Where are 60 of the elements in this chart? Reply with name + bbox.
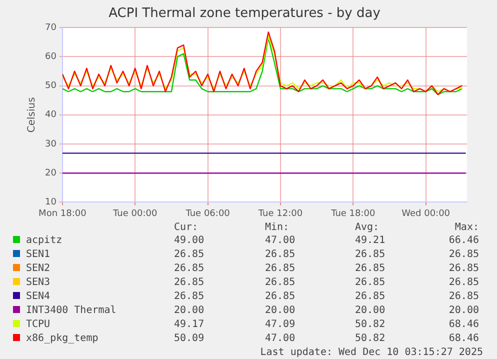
- text: 26.85: [265, 276, 296, 290]
- text: 26.85: [448, 248, 479, 262]
- y-tick-label: 40: [45, 110, 57, 120]
- y-tick-label: 60: [45, 52, 57, 62]
- legend-label: SEN3: [26, 277, 50, 288]
- legend-label: acpitz: [26, 235, 62, 246]
- text: 49.21: [355, 234, 386, 248]
- legend-label: SEN2: [26, 263, 50, 274]
- text: 26.85: [448, 276, 479, 290]
- text: 50.09: [174, 332, 206, 346]
- y-tick-label: 50: [45, 81, 57, 92]
- text: 66.46: [448, 234, 479, 248]
- x-tick-label: Mon 18:00: [38, 208, 87, 219]
- legend-label: TCPU: [26, 319, 50, 330]
- text: 26.85: [448, 290, 479, 304]
- text: 47.00: [265, 234, 296, 248]
- y-axis-title: Celsius: [26, 97, 38, 133]
- x-tick-label: Tue 18:00: [330, 208, 376, 219]
- text: Last update: Wed Dec 10 03:15:27 2025: [259, 347, 483, 358]
- text: 20.00: [355, 304, 386, 318]
- x-tick-label: Tue 06:00: [184, 208, 230, 219]
- text: 20.00: [174, 304, 206, 318]
- text: 26.85: [355, 262, 386, 276]
- text: 49.00: [174, 234, 206, 248]
- text: 26.85: [355, 276, 386, 290]
- y-tick-label: 70: [45, 22, 57, 33]
- text: 50.82: [355, 332, 386, 346]
- y-tick-label: 20: [45, 168, 57, 178]
- x-tick-label: Wed 00:00: [402, 208, 450, 219]
- text: 26.85: [174, 248, 206, 262]
- text: 47.09: [265, 318, 296, 332]
- legend-label: x86_pkg_temp: [26, 333, 98, 344]
- text: 26.85: [265, 262, 296, 276]
- text: 26.85: [174, 262, 206, 276]
- x-tick-label: Tue 12:00: [257, 208, 303, 219]
- text: Min:: [265, 222, 290, 234]
- text: Avg:: [355, 222, 380, 234]
- text: Max:: [454, 222, 479, 234]
- text: 26.85: [355, 248, 386, 262]
- text: 49.17: [174, 318, 206, 332]
- text: 47.00: [265, 332, 296, 346]
- text: 26.85: [265, 290, 296, 304]
- text: 20.00: [265, 304, 296, 318]
- chart-title: ACPI Thermal zone temperatures - by day: [108, 6, 381, 22]
- legend-label: SEN1: [26, 249, 50, 260]
- text: 26.85: [448, 262, 479, 276]
- legend-label: INT3400 Thermal: [26, 305, 116, 316]
- y-tick-label: 10: [45, 198, 57, 208]
- text: 50.82: [355, 318, 386, 332]
- text: 20.00: [448, 304, 479, 318]
- x-tick-label: Tue 00:00: [112, 208, 158, 219]
- text: 68.46: [448, 318, 479, 332]
- y-tick-label: 30: [45, 139, 57, 150]
- legend-label: SEN4: [26, 291, 50, 302]
- text: 26.85: [174, 290, 206, 304]
- text: 26.85: [355, 290, 386, 304]
- text: Cur:: [174, 222, 200, 234]
- text: 26.85: [265, 248, 296, 262]
- text: 26.85: [174, 276, 206, 290]
- text: 68.46: [448, 332, 479, 346]
